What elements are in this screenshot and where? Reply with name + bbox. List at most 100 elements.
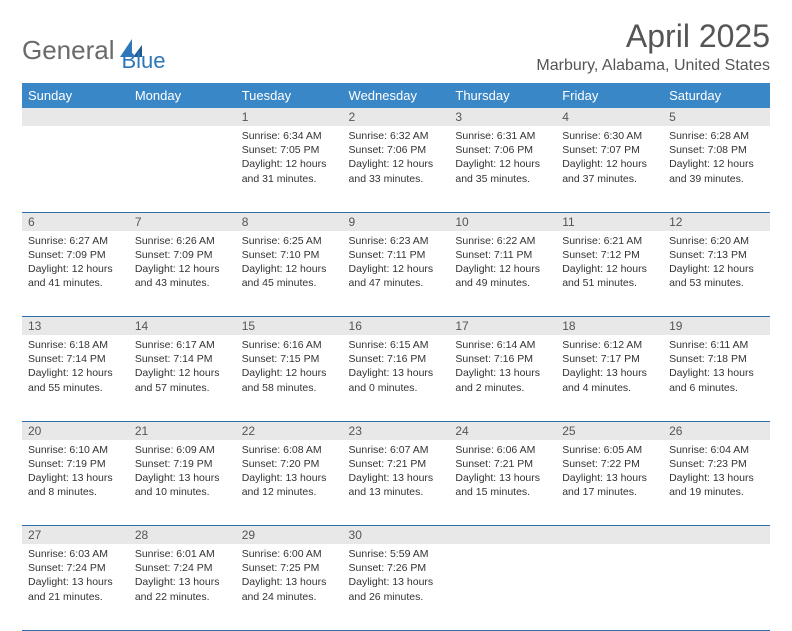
day-number: 18	[556, 317, 663, 335]
day-cell: Sunrise: 6:07 AMSunset: 7:21 PMDaylight:…	[343, 440, 450, 506]
daylight-text: Daylight: 12 hours and 47 minutes.	[349, 262, 444, 290]
sunset-text: Sunset: 7:08 PM	[669, 143, 764, 157]
sunset-text: Sunset: 7:25 PM	[242, 561, 337, 575]
weekday-header: Wednesday	[343, 83, 450, 108]
daylight-text: Daylight: 12 hours and 37 minutes.	[562, 157, 657, 185]
daylight-text: Daylight: 12 hours and 51 minutes.	[562, 262, 657, 290]
day-number: 15	[236, 317, 343, 335]
daylight-text: Daylight: 12 hours and 39 minutes.	[669, 157, 764, 185]
sunrise-text: Sunrise: 6:31 AM	[455, 129, 550, 143]
sunrise-text: Sunrise: 6:25 AM	[242, 234, 337, 248]
day-number: 14	[129, 317, 236, 335]
day-number: 3	[449, 108, 556, 126]
day-number: 5	[663, 108, 770, 126]
sunrise-text: Sunrise: 6:08 AM	[242, 443, 337, 457]
daylight-text: Daylight: 12 hours and 35 minutes.	[455, 157, 550, 185]
sunrise-text: Sunrise: 6:16 AM	[242, 338, 337, 352]
weekday-header-row: Sunday Monday Tuesday Wednesday Thursday…	[22, 83, 770, 108]
day-number: 20	[22, 422, 129, 440]
day-number: 11	[556, 213, 663, 231]
sunset-text: Sunset: 7:21 PM	[455, 457, 550, 471]
title-block: April 2025 Marbury, Alabama, United Stat…	[536, 18, 770, 75]
day-number: 4	[556, 108, 663, 126]
day-number: 9	[343, 213, 450, 231]
sunrise-text: Sunrise: 6:10 AM	[28, 443, 123, 457]
sunset-text: Sunset: 7:14 PM	[28, 352, 123, 366]
day-number: 7	[129, 213, 236, 231]
sunset-text: Sunset: 7:11 PM	[349, 248, 444, 262]
daylight-text: Daylight: 13 hours and 26 minutes.	[349, 575, 444, 603]
day-number: 2	[343, 108, 450, 126]
sunrise-text: Sunrise: 6:18 AM	[28, 338, 123, 352]
sunset-text: Sunset: 7:20 PM	[242, 457, 337, 471]
sunset-text: Sunset: 7:14 PM	[135, 352, 230, 366]
daylight-text: Daylight: 12 hours and 49 minutes.	[455, 262, 550, 290]
day-cell: Sunrise: 6:32 AMSunset: 7:06 PMDaylight:…	[343, 126, 450, 192]
daylight-text: Daylight: 12 hours and 31 minutes.	[242, 157, 337, 185]
sunrise-text: Sunrise: 6:21 AM	[562, 234, 657, 248]
daynum-row: 27282930	[22, 526, 770, 545]
week-row: Sunrise: 6:03 AMSunset: 7:24 PMDaylight:…	[22, 544, 770, 630]
day-cell: Sunrise: 6:09 AMSunset: 7:19 PMDaylight:…	[129, 440, 236, 506]
sunset-text: Sunset: 7:06 PM	[455, 143, 550, 157]
day-cell: Sunrise: 6:08 AMSunset: 7:20 PMDaylight:…	[236, 440, 343, 506]
day-cell: Sunrise: 6:10 AMSunset: 7:19 PMDaylight:…	[22, 440, 129, 506]
day-cell: Sunrise: 5:59 AMSunset: 7:26 PMDaylight:…	[343, 544, 450, 610]
day-cell: Sunrise: 6:25 AMSunset: 7:10 PMDaylight:…	[236, 231, 343, 297]
day-cell: Sunrise: 6:11 AMSunset: 7:18 PMDaylight:…	[663, 335, 770, 401]
day-number: 27	[22, 526, 129, 544]
sunrise-text: Sunrise: 6:12 AM	[562, 338, 657, 352]
daynum-row: 20212223242526	[22, 421, 770, 440]
daylight-text: Daylight: 13 hours and 17 minutes.	[562, 471, 657, 499]
sunset-text: Sunset: 7:19 PM	[135, 457, 230, 471]
day-cell: Sunrise: 6:06 AMSunset: 7:21 PMDaylight:…	[449, 440, 556, 506]
day-cell: Sunrise: 6:15 AMSunset: 7:16 PMDaylight:…	[343, 335, 450, 401]
logo-text-general: General	[22, 37, 115, 63]
day-cell: Sunrise: 6:16 AMSunset: 7:15 PMDaylight:…	[236, 335, 343, 401]
weekday-header: Thursday	[449, 83, 556, 108]
sunset-text: Sunset: 7:05 PM	[242, 143, 337, 157]
day-cell: Sunrise: 6:21 AMSunset: 7:12 PMDaylight:…	[556, 231, 663, 297]
daylight-text: Daylight: 13 hours and 10 minutes.	[135, 471, 230, 499]
sunrise-text: Sunrise: 5:59 AM	[349, 547, 444, 561]
day-number: 8	[236, 213, 343, 231]
calendar-table: Sunday Monday Tuesday Wednesday Thursday…	[22, 83, 770, 631]
day-cell: Sunrise: 6:04 AMSunset: 7:23 PMDaylight:…	[663, 440, 770, 506]
day-number: 12	[663, 213, 770, 231]
sunrise-text: Sunrise: 6:03 AM	[28, 547, 123, 561]
day-cell: Sunrise: 6:01 AMSunset: 7:24 PMDaylight:…	[129, 544, 236, 610]
day-cell: Sunrise: 6:05 AMSunset: 7:22 PMDaylight:…	[556, 440, 663, 506]
day-cell: Sunrise: 6:31 AMSunset: 7:06 PMDaylight:…	[449, 126, 556, 192]
week-row: Sunrise: 6:10 AMSunset: 7:19 PMDaylight:…	[22, 440, 770, 526]
day-cell: Sunrise: 6:18 AMSunset: 7:14 PMDaylight:…	[22, 335, 129, 401]
sunset-text: Sunset: 7:09 PM	[135, 248, 230, 262]
daylight-text: Daylight: 13 hours and 8 minutes.	[28, 471, 123, 499]
sunset-text: Sunset: 7:15 PM	[242, 352, 337, 366]
sunset-text: Sunset: 7:06 PM	[349, 143, 444, 157]
sunset-text: Sunset: 7:19 PM	[28, 457, 123, 471]
sunset-text: Sunset: 7:07 PM	[562, 143, 657, 157]
sunset-text: Sunset: 7:18 PM	[669, 352, 764, 366]
weekday-header: Sunday	[22, 83, 129, 108]
sunrise-text: Sunrise: 6:11 AM	[669, 338, 764, 352]
day-cell: Sunrise: 6:27 AMSunset: 7:09 PMDaylight:…	[22, 231, 129, 297]
day-number: 17	[449, 317, 556, 335]
sunrise-text: Sunrise: 6:05 AM	[562, 443, 657, 457]
sunrise-text: Sunrise: 6:22 AM	[455, 234, 550, 248]
day-number: 25	[556, 422, 663, 440]
sunset-text: Sunset: 7:17 PM	[562, 352, 657, 366]
day-cell: Sunrise: 6:14 AMSunset: 7:16 PMDaylight:…	[449, 335, 556, 401]
sunrise-text: Sunrise: 6:01 AM	[135, 547, 230, 561]
day-number: 19	[663, 317, 770, 335]
sunrise-text: Sunrise: 6:32 AM	[349, 129, 444, 143]
day-cell: Sunrise: 6:22 AMSunset: 7:11 PMDaylight:…	[449, 231, 556, 297]
weekday-header: Tuesday	[236, 83, 343, 108]
daynum-row: 13141516171819	[22, 317, 770, 336]
daylight-text: Daylight: 12 hours and 41 minutes.	[28, 262, 123, 290]
sunrise-text: Sunrise: 6:06 AM	[455, 443, 550, 457]
daylight-text: Daylight: 12 hours and 57 minutes.	[135, 366, 230, 394]
sunset-text: Sunset: 7:16 PM	[349, 352, 444, 366]
day-number: 29	[236, 526, 343, 544]
day-cell: Sunrise: 6:23 AMSunset: 7:11 PMDaylight:…	[343, 231, 450, 297]
day-cell: Sunrise: 6:30 AMSunset: 7:07 PMDaylight:…	[556, 126, 663, 192]
